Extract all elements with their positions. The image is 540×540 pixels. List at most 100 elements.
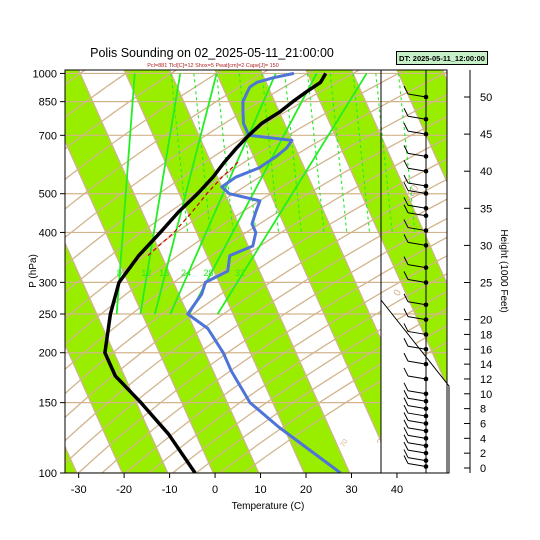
height-tick-label: 2 [480,448,486,460]
mixing-ratio-line [115,73,136,315]
datetime-box: DT: 2025-05-11_12:00:00 [396,51,488,65]
y-tick-label: 1000 [33,68,57,80]
height-axis-label: Height (1000 Feet) [498,229,509,312]
wind-barb-flag [403,434,409,443]
wind-barb-flag [403,367,409,377]
dewpoint-line [186,71,342,473]
wind-barb-flag [403,308,409,317]
wind-barb-flag [403,85,409,95]
dry-adiabat-line [195,308,447,473]
wind-barb-shaft [407,330,427,335]
height-tick-label: 30 [480,240,492,252]
wind-barb-shaft [407,345,427,350]
mixing-ratio-label: 32 [235,268,245,278]
mixing-ratio-line [154,73,218,315]
plot-frame [64,69,448,474]
wind-barb-shaft [407,427,427,432]
wind-barb-shaft [407,93,427,98]
dry-adiabat-line [65,198,447,465]
height-tick-label: 45 [480,129,492,141]
plot-border [64,69,448,474]
height-tick-label: 8 [480,404,486,416]
y-axis-label: P (hPa) [28,254,39,288]
wind-barb-flag [403,293,409,302]
wind-panel [380,70,450,474]
chart-title: Polis Sounding on 02_2025-05-11_21:00:00 [90,46,334,60]
height-tick-label: 18 [480,329,492,341]
wind-point [423,421,429,426]
isotherm-line [78,70,260,473]
dry-adiabat-line [65,70,269,210]
wind-barb-flag [403,234,409,243]
wind-barb-shaft [407,390,427,395]
wind-barb-shaft [407,412,427,417]
height-tick-label: 16 [480,344,492,356]
wind-barb-flag [403,197,409,206]
y-tick-label: 400 [39,227,57,239]
saturation-mixing-line [238,73,257,233]
wind-barb-flag [403,352,409,362]
height-tick-label: 50 [480,92,492,104]
wind-barb-shaft [407,375,427,380]
dry-adiabat-line [65,70,360,267]
y-tick-label: 250 [39,309,57,321]
y-tick-label: 500 [39,189,57,201]
height-tick-label: 35 [480,203,492,215]
wind-barb-shaft [407,360,427,365]
saturation-mixing-line [261,73,280,233]
wind-barb-flag [403,419,409,429]
mixing-ratio-line [169,73,277,315]
saturation-mixing-line [329,73,348,233]
axes: -30 -20 -10 0 10 20 30 401001502002503004005007… [33,68,493,496]
saturation-mixing-line [375,73,393,233]
y-tick-label: 200 [39,348,57,360]
wind-barb-flag [403,404,409,414]
wind-barb-flag [403,256,409,265]
adiabat-label: 0 [392,287,405,298]
x-tick-label: -10 [162,484,178,496]
dry-adiabat-line [65,158,447,419]
wind-barb-flag [403,323,409,332]
saturation-mixing-line [352,73,371,233]
dry-adiabat-line [65,70,177,150]
height-tick-label: 0 [480,463,486,475]
x-tick-label: 30 [345,484,357,496]
temperature-line [103,72,328,473]
wind-point [423,398,429,404]
wind-point [423,450,429,456]
wind-barb-shaft [407,301,427,306]
wind-barb-shaft [407,227,427,232]
x-tick-label: 0 [212,484,218,496]
wind-barb-flag [403,145,409,154]
y-tick-label: 300 [39,277,57,289]
dry-adiabat-line [65,137,447,395]
wind-barb-flag [403,427,409,436]
wind-barb-shaft [407,241,427,246]
x-axis-label: Temperature (C) [232,501,305,512]
wind-point [423,458,429,463]
wind-barb-shaft [407,442,427,447]
saturation-mixing-line [170,73,189,233]
isotherm-line [65,241,169,473]
wind-barb-shaft [407,279,427,283]
wind-point [423,376,429,382]
dry-adiabat-line [65,115,447,371]
wind-barb-shaft [407,419,427,424]
wind-barb-shaft [407,434,427,439]
wind-barb-shaft [407,316,427,321]
y-tick-label: 100 [39,468,57,480]
wind-barb-flag [403,122,409,132]
x-tick-label: -30 [71,484,87,496]
wind-barb-shaft [407,115,427,120]
dry-adiabat-line [125,255,447,473]
mixing-ratio-label: 12 [141,268,151,278]
wind-barb-shaft [407,463,427,468]
dry-adiabat-line [65,93,447,346]
background-bands [65,70,447,473]
isotherm-line [396,70,447,184]
wind-barb-shaft [407,449,427,454]
dry-adiabat-line [148,273,447,473]
dry-adiabat-line [65,178,447,442]
wind-point [423,265,429,270]
isotherm-line [305,70,447,388]
